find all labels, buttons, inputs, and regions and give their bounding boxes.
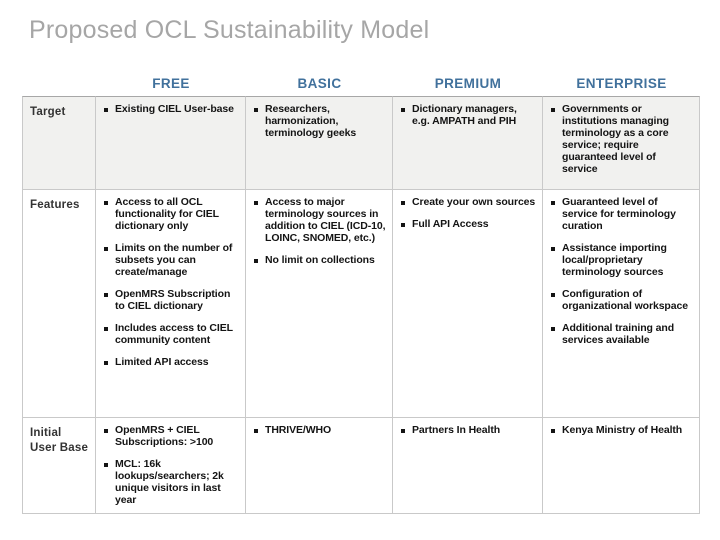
bullet-square-icon — [400, 425, 412, 437]
bullet-item: Full API Access — [400, 218, 537, 231]
bullet-square-icon — [400, 197, 412, 209]
bullet-square-icon — [253, 197, 265, 245]
row-label-features: Features — [22, 190, 96, 418]
pricing-table: FREE BASIC PREMIUM ENTERPRISE Target Exi… — [22, 70, 700, 514]
bullet-square-icon — [103, 357, 115, 369]
cell-initial-premium: Partners In Health — [393, 418, 543, 514]
bullet-item: Kenya Ministry of Health — [550, 424, 694, 437]
bullet-square-icon — [103, 104, 115, 116]
bullet-square-icon — [103, 459, 115, 507]
bullet-item: Researchers, harmonization, terminology … — [253, 103, 387, 140]
bullet-item: Limited API access — [103, 356, 240, 369]
bullet-item: Access to major terminology sources in a… — [253, 196, 387, 245]
bullet-square-icon — [550, 197, 562, 233]
bullet-square-icon — [103, 197, 115, 233]
bullet-square-icon — [550, 289, 562, 313]
bullet-square-icon — [253, 104, 265, 140]
cell-target-basic: Researchers, harmonization, terminology … — [246, 96, 393, 190]
page-title: Proposed OCL Sustainability Model — [29, 16, 430, 44]
bullet-item: Access to all OCL functionality for CIEL… — [103, 196, 240, 233]
cell-features-basic: Access to major terminology sources in a… — [246, 190, 393, 418]
cell-initial-basic: THRIVE/WHO — [246, 418, 393, 514]
bullet-item: Guaranteed level of service for terminol… — [550, 196, 694, 233]
column-header-premium: PREMIUM — [434, 75, 502, 91]
bullet-item: Governments or institutions managing ter… — [550, 103, 694, 176]
bullet-item: Additional training and services availab… — [550, 322, 694, 347]
bullet-square-icon — [253, 425, 265, 437]
bullet-item: Includes access to CIEL community conten… — [103, 322, 240, 347]
bullet-square-icon — [550, 323, 562, 347]
cell-target-free: Existing CIEL User-base — [96, 96, 246, 190]
bullet-square-icon — [103, 425, 115, 449]
bullet-square-icon — [550, 243, 562, 279]
bullet-item: MCL: 16k lookups/searchers; 2k unique vi… — [103, 458, 240, 507]
bullet-item: Existing CIEL User-base — [103, 103, 240, 116]
bullet-square-icon — [550, 425, 562, 437]
cell-features-premium: Create your own sources Full API Access — [393, 190, 543, 418]
bullet-item: No limit on collections — [253, 254, 387, 267]
bullet-item: Assistance importing local/proprietary t… — [550, 242, 694, 279]
bullet-square-icon — [103, 243, 115, 279]
bullet-square-icon — [400, 219, 412, 231]
cell-features-free: Access to all OCL functionality for CIEL… — [96, 190, 246, 418]
cell-initial-enterprise: Kenya Ministry of Health — [543, 418, 700, 514]
row-label-initial-user-base: Initial User Base — [22, 418, 96, 514]
bullet-square-icon — [103, 289, 115, 313]
bullet-item: OpenMRS Subscription to CIEL dictionary — [103, 288, 240, 313]
cell-target-premium: Dictionary managers, e.g. AMPATH and PIH — [393, 96, 543, 190]
bullet-item: THRIVE/WHO — [253, 424, 387, 437]
column-header-enterprise: ENTERPRISE — [576, 75, 667, 91]
cell-target-enterprise: Governments or institutions managing ter… — [543, 96, 700, 190]
bullet-square-icon — [253, 255, 265, 267]
bullet-item: OpenMRS + CIEL Subscriptions: >100 — [103, 424, 240, 449]
cell-features-enterprise: Guaranteed level of service for terminol… — [543, 190, 700, 418]
column-header-basic: BASIC — [297, 75, 342, 91]
bullet-item: Dictionary managers, e.g. AMPATH and PIH — [400, 103, 537, 128]
cell-initial-free: OpenMRS + CIEL Subscriptions: >100 MCL: … — [96, 418, 246, 514]
bullet-item: Limits on the number of subsets you can … — [103, 242, 240, 279]
bullet-item: Partners In Health — [400, 424, 537, 437]
bullet-item: Create your own sources — [400, 196, 537, 209]
bullet-item: Configuration of organizational workspac… — [550, 288, 694, 313]
bullet-square-icon — [550, 104, 562, 176]
column-header-free: FREE — [152, 75, 190, 91]
row-label-target: Target — [22, 96, 96, 190]
bullet-square-icon — [400, 104, 412, 128]
header-corner-cell — [22, 70, 96, 96]
bullet-square-icon — [103, 323, 115, 347]
